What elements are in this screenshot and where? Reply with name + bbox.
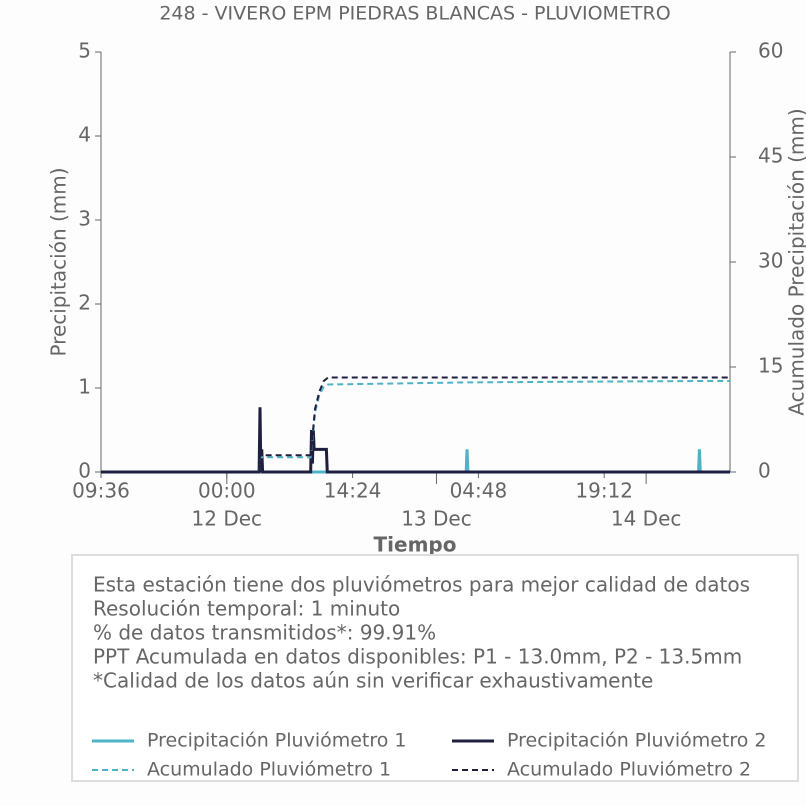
y2-tick-label: 60 xyxy=(758,39,783,63)
y2-axis-label: Acumulado Precipitación (mm) xyxy=(785,108,806,415)
y-tick-label: 2 xyxy=(78,291,91,315)
y-tick-label: 4 xyxy=(78,123,91,147)
info-line: *Calidad de los datos aún sin verificar … xyxy=(93,669,653,693)
x-tick-label: 19:12 xyxy=(575,479,633,503)
info-line: % de datos transmitidos*: 99.91% xyxy=(93,621,436,645)
y2-tick-label: 30 xyxy=(758,249,783,273)
y-tick-label: 5 xyxy=(78,39,91,63)
x-tick-label: 04:48 xyxy=(450,479,508,503)
x-tick-label: 14:24 xyxy=(324,479,382,503)
info-box xyxy=(71,554,799,782)
cumulative-line xyxy=(101,380,730,473)
y-axis-label: Precipitación (mm) xyxy=(47,167,71,356)
info-line: Resolución temporal: 1 minuto xyxy=(93,597,400,621)
x-tick-label: 09:36 xyxy=(72,479,130,503)
y-tick-label: 1 xyxy=(78,375,91,399)
legend-label: Acumulado Pluviómetro 2 xyxy=(507,759,751,781)
y-tick-label: 0 xyxy=(78,459,91,483)
x-axis-label: Tiempo xyxy=(374,533,457,557)
date-tick-label: 14 Dec xyxy=(611,507,682,531)
y2-tick-label: 15 xyxy=(758,354,783,378)
legend-label: Precipitación Pluviómetro 2 xyxy=(507,730,767,752)
y2-tick-label: 45 xyxy=(758,144,783,168)
date-tick-label: 13 Dec xyxy=(401,507,472,531)
cumulative-line xyxy=(101,376,730,473)
chart-title: 248 - VIVERO EPM PIEDRAS BLANCAS - PLUVI… xyxy=(159,3,670,25)
y-tick-label: 3 xyxy=(78,207,91,231)
legend-label: Precipitación Pluviómetro 1 xyxy=(147,730,407,752)
precip-line xyxy=(101,407,730,474)
legend-label: Acumulado Pluviómetro 1 xyxy=(147,759,391,781)
info-line: Esta estación tiene dos pluviómetros par… xyxy=(93,573,750,597)
y2-tick-label: 0 xyxy=(758,459,771,483)
info-line: PPT Acumulada en datos disponibles: P1 -… xyxy=(93,645,742,669)
date-tick-label: 12 Dec xyxy=(192,507,263,531)
precip-line xyxy=(101,449,730,474)
